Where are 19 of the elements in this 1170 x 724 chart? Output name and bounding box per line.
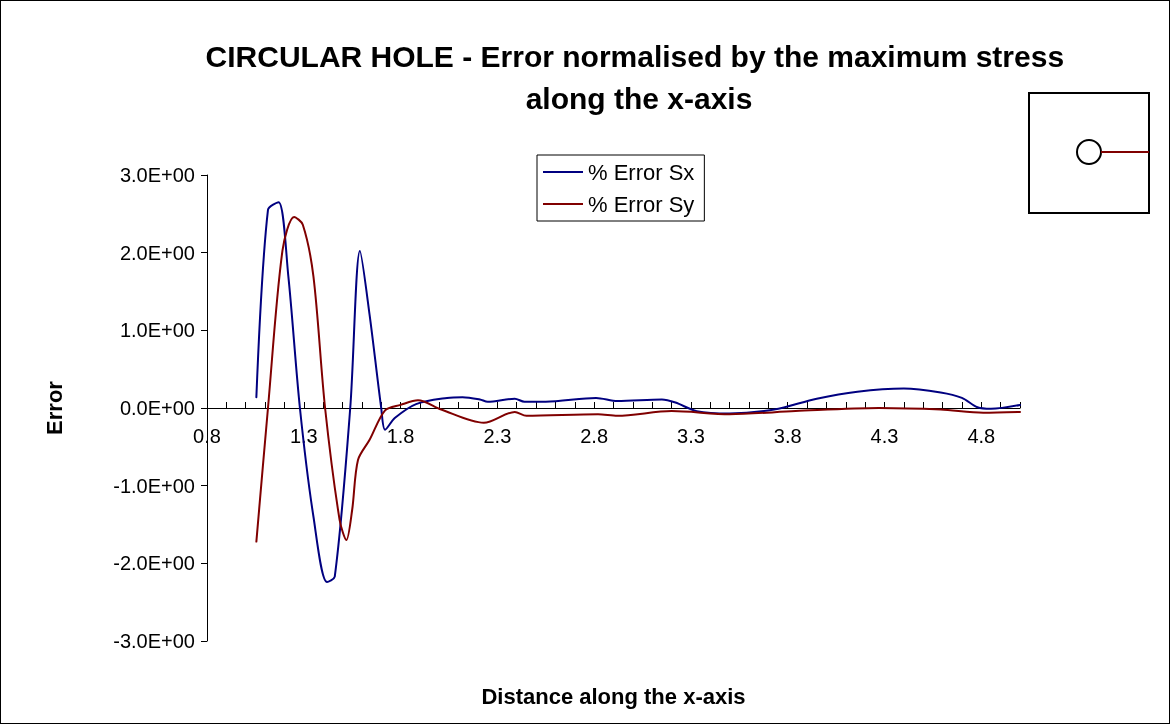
x-tick-label: 3.3 <box>677 425 705 447</box>
y-tick-label: -1.0E+00 <box>113 474 195 497</box>
x-tick-label: 2.3 <box>483 425 512 447</box>
x-tick-label: 1.8 <box>386 425 415 447</box>
y-tick-label: 1.0E+00 <box>119 319 195 342</box>
x-tick-label: 4.8 <box>967 425 996 447</box>
y-axis-title: Error <box>41 380 67 435</box>
chart-title: CIRCULAR HOLE - Error normalised by the maximum stress along the x-axis <box>205 39 1073 115</box>
legend-label: % Error Sy <box>588 191 695 217</box>
y-tick-label: -2.0E+00 <box>113 552 195 575</box>
y-tick-label: 3.0E+00 <box>119 164 195 186</box>
y-tick-label: 0.0E+00 <box>119 397 195 419</box>
x-axis-title: Distance along the x-axis <box>481 683 746 709</box>
legend-label: % Error Sx <box>588 159 695 185</box>
x-tick-label: 2.8 <box>580 425 609 447</box>
x-tick-label: 3.8 <box>773 425 802 447</box>
y-tick-label: 2.0E+00 <box>119 241 195 264</box>
y-tick-label: -3.0E+00 <box>113 630 195 652</box>
x-tick-label: 4.3 <box>870 425 899 447</box>
